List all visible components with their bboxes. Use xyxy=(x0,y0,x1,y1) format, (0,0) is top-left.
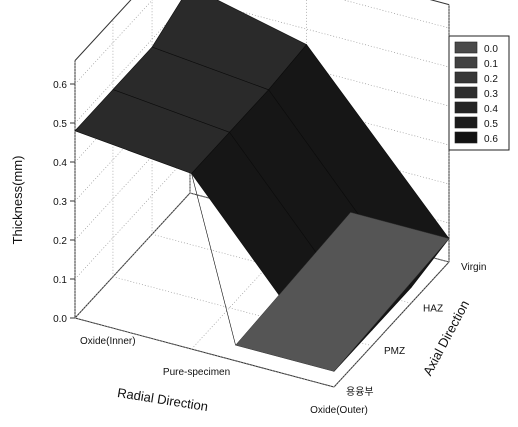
legend-label: 0.0 xyxy=(484,44,498,55)
legend-swatch xyxy=(454,41,478,54)
y-tick-label: HAZ xyxy=(423,303,443,314)
legend-items: 0.0 0.1 0.2 0.3 0.4 0.5 0.6 xyxy=(454,41,498,145)
surface-plot xyxy=(74,0,450,372)
y-tick-label: Virgin xyxy=(461,262,486,273)
z-tick-label: 0.5 xyxy=(53,119,67,130)
x-tick-label: Oxide(Inner) xyxy=(80,336,136,347)
top-back-edge xyxy=(429,0,450,6)
legend-swatch xyxy=(454,131,478,144)
floor-front-edge xyxy=(74,317,335,388)
z-tick-label: 0.0 xyxy=(53,314,67,325)
x-axis-label: Radial Direction xyxy=(116,385,209,414)
z-gridline xyxy=(74,36,450,163)
legend-label: 0.1 xyxy=(484,59,498,70)
z-tick-label: 0.3 xyxy=(53,197,67,208)
x-tick-label: Oxide(Outer) xyxy=(310,405,368,416)
z-tick-label: 0.6 xyxy=(53,80,67,91)
z-tick-label: 0.1 xyxy=(53,275,67,286)
z-gridline xyxy=(74,0,450,124)
legend-label: 0.5 xyxy=(484,119,498,130)
z-gridline xyxy=(74,0,450,85)
y-tick-label: 용융부 xyxy=(346,386,374,398)
z-tick-label: 0.2 xyxy=(53,236,67,247)
legend-label: 0.3 xyxy=(484,89,498,100)
tick-labels: 0.0 0.1 0.2 0.3 0.4 0.5 0.6 Oxide(Inner) Pure-sp… xyxy=(53,80,486,416)
legend-swatch xyxy=(454,71,478,84)
legend-swatch xyxy=(454,116,478,129)
legend-swatch xyxy=(454,56,478,69)
legend: 0.0 0.1 0.2 0.3 0.4 0.5 0.6 xyxy=(448,35,510,151)
surface-fold-line xyxy=(191,173,236,346)
z-axis-label: Thickness(mm) xyxy=(10,156,25,245)
legend-label: 0.2 xyxy=(484,74,498,85)
top-left-edge xyxy=(74,0,132,61)
x-tick-label: Pure-specimen xyxy=(163,367,230,378)
surface-low-region xyxy=(235,212,450,372)
legend-label: 0.6 xyxy=(484,134,498,145)
legend-swatch xyxy=(454,86,478,99)
legend-label: 0.4 xyxy=(484,104,498,115)
y-tick-label: PMZ xyxy=(384,346,405,357)
legend-swatch xyxy=(454,101,478,114)
z-tick-label: 0.4 xyxy=(53,158,67,169)
